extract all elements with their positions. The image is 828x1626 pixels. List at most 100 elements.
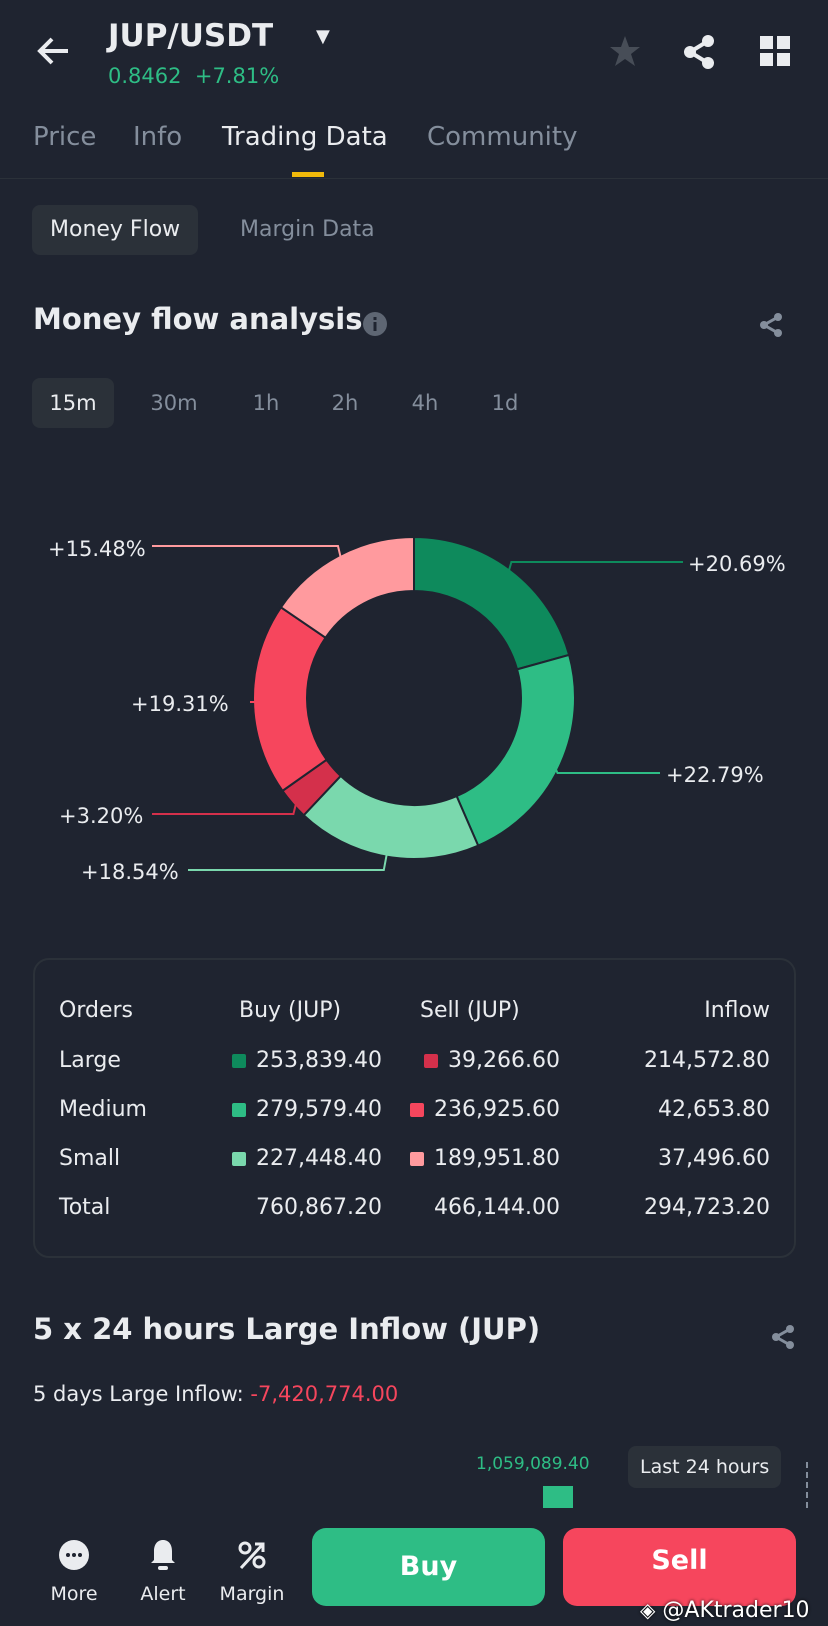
- table-cell-orders: Total: [59, 1195, 110, 1220]
- money-flow-donut-chart: [152, 535, 683, 871]
- header-sell: Sell (JUP): [420, 998, 520, 1023]
- table-cell-inflow: 37,496.60: [658, 1146, 770, 1171]
- buy-value: 227,448.40: [256, 1146, 382, 1171]
- donut-segment-medium-sell: [252, 605, 328, 793]
- share-icon[interactable]: [758, 312, 784, 338]
- donut-label-large-sell: +3.20%: [59, 804, 144, 828]
- inflow-value: 294,723.20: [644, 1195, 770, 1220]
- leader-line-large-buy: [506, 561, 683, 575]
- table-cell-sell: 39,266.60: [424, 1048, 560, 1073]
- inflow-bar: [543, 1486, 573, 1508]
- timeframe-1h[interactable]: 1h: [252, 391, 280, 415]
- more-icon: [59, 1540, 89, 1570]
- pair-title[interactable]: JUP/USDT: [108, 18, 274, 54]
- alert-button[interactable]: Alert: [123, 1535, 203, 1605]
- donut-label-medium-sell: +19.31%: [131, 692, 229, 716]
- margin-label: Margin: [219, 1583, 285, 1605]
- tab-community[interactable]: Community: [427, 122, 578, 152]
- back-arrow-icon[interactable]: [36, 36, 70, 66]
- timeframe-1d[interactable]: 1d: [491, 391, 519, 415]
- orders-table: Orders Buy (JUP) Sell (JUP) Inflow Large…: [33, 958, 796, 1258]
- tab-trading-data[interactable]: Trading Data: [222, 122, 388, 152]
- table-cell-inflow: 214,572.80: [644, 1048, 770, 1073]
- legend-swatch: [424, 1054, 439, 1068]
- bar-value-label: 1,059,089.40: [476, 1454, 590, 1474]
- timeframe-2h[interactable]: 2h: [331, 391, 359, 415]
- leader-line-large-sell: [152, 799, 298, 815]
- donut-label-small-sell: +15.48%: [48, 537, 146, 561]
- sell-value: 39,266.60: [448, 1048, 560, 1073]
- donut-segment-medium-buy: [455, 653, 576, 847]
- order-size: Medium: [59, 1097, 147, 1122]
- sell-value: 189,951.80: [434, 1146, 560, 1171]
- buy-value: 253,839.40: [256, 1048, 382, 1073]
- subtab-margin-data[interactable]: Margin Data: [240, 217, 375, 242]
- more-label: More: [50, 1583, 98, 1605]
- legend-swatch: [232, 1152, 247, 1166]
- donut-label-medium-buy: +22.79%: [666, 763, 764, 787]
- subtab-money-flow[interactable]: Money Flow: [32, 205, 199, 255]
- table-cell-buy: 227,448.40: [232, 1146, 382, 1171]
- table-cell-sell: 189,951.80: [410, 1146, 560, 1171]
- table-cell-buy: 279,579.40: [232, 1097, 382, 1122]
- binance-logo-icon: ◈: [640, 1598, 656, 1622]
- inflow-value: 214,572.80: [644, 1048, 770, 1073]
- timeframe-30m[interactable]: 30m: [150, 391, 198, 415]
- last-price: 0.8462: [108, 64, 182, 88]
- bell-icon: [151, 1540, 175, 1570]
- buy-value: 760,867.20: [256, 1195, 382, 1220]
- table-cell-buy: 760,867.20: [256, 1195, 382, 1220]
- more-button[interactable]: More: [34, 1535, 114, 1605]
- star-icon[interactable]: [608, 34, 642, 68]
- large-inflow-title: 5 x 24 hours Large Inflow (JUP): [33, 1312, 541, 1346]
- order-size: Small: [59, 1146, 121, 1171]
- sell-value: 466,144.00: [434, 1195, 560, 1220]
- buy-button[interactable]: Buy: [312, 1528, 545, 1606]
- divider: [0, 178, 828, 179]
- table-cell-inflow: 42,653.80: [658, 1097, 770, 1122]
- money-flow-title: Money flow analysis: [33, 302, 363, 336]
- info-icon[interactable]: [362, 311, 388, 337]
- header-orders: Orders: [59, 998, 133, 1023]
- price-info: 0.8462 +7.81%: [108, 64, 279, 88]
- inflow-value: 42,653.80: [658, 1097, 770, 1122]
- leader-line-small-sell: [152, 545, 343, 562]
- watermark: ◈ @AKtrader10: [640, 1597, 810, 1624]
- five-day-inflow-label: 5 days Large Inflow:: [33, 1382, 244, 1406]
- five-day-inflow-value: -7,420,774.00: [250, 1382, 399, 1406]
- table-cell-buy: 253,839.40: [232, 1048, 382, 1073]
- timeframe-15m[interactable]: 15m: [32, 378, 114, 428]
- tooltip: Last 24 hours: [628, 1446, 782, 1488]
- donut-segment-large-buy: [413, 535, 571, 671]
- five-day-inflow: 5 days Large Inflow: -7,420,774.00: [33, 1382, 398, 1406]
- leader-line-medium-sell: [250, 698, 260, 703]
- sell-value: 236,925.60: [434, 1097, 560, 1122]
- legend-swatch: [410, 1103, 425, 1117]
- watermark-text: @AKtrader10: [662, 1598, 810, 1623]
- sell-button[interactable]: Sell: [563, 1528, 796, 1606]
- percent-icon: [238, 1541, 266, 1570]
- tab-info[interactable]: Info: [133, 122, 183, 152]
- legend-swatch: [232, 1103, 247, 1117]
- header-buy: Buy (JUP): [239, 998, 342, 1023]
- table-cell-orders: Large: [59, 1048, 121, 1073]
- donut-label-small-buy: +18.54%: [81, 860, 179, 884]
- table-cell-sell: 236,925.60: [410, 1097, 560, 1122]
- buy-value: 279,579.40: [256, 1097, 382, 1122]
- table-cell-sell: 466,144.00: [434, 1195, 560, 1220]
- pair-dropdown-icon[interactable]: ▼: [316, 26, 330, 47]
- share-icon[interactable]: [682, 34, 716, 70]
- timeframe-4h[interactable]: 4h: [411, 391, 439, 415]
- order-size: Total: [59, 1195, 111, 1220]
- tab-price[interactable]: Price: [33, 122, 97, 152]
- donut-segment-small-sell: [279, 535, 415, 640]
- alert-label: Alert: [140, 1583, 186, 1605]
- share-icon[interactable]: [770, 1324, 796, 1350]
- leader-line-medium-buy: [552, 764, 660, 774]
- margin-button[interactable]: Margin: [212, 1535, 292, 1605]
- table-cell-inflow: 294,723.20: [644, 1195, 770, 1220]
- inflow-value: 37,496.60: [658, 1146, 770, 1171]
- order-size: Large: [59, 1048, 121, 1073]
- grid-icon[interactable]: [760, 36, 792, 68]
- header-inflow: Inflow: [704, 998, 770, 1023]
